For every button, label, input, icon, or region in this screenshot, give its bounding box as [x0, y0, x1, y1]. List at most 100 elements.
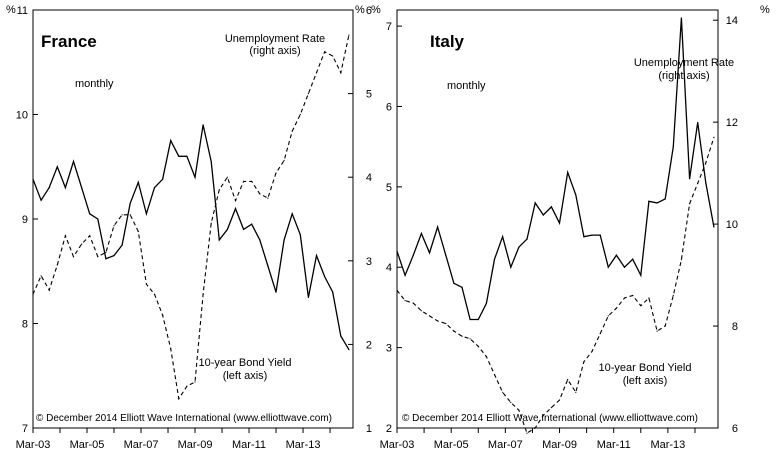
bond-yield-point [412, 254, 414, 256]
unemployment-point [40, 275, 42, 277]
bond-yield-point [680, 17, 683, 19]
bond-yield-point [32, 178, 34, 180]
unemployment-point [640, 305, 642, 307]
bond-yield-point [113, 255, 115, 257]
unemployment-point [445, 322, 447, 325]
unemployment-point [243, 180, 245, 182]
bond-yield-point [664, 198, 666, 200]
unemployment-series-label: Unemployment Rate [634, 57, 734, 69]
bond-yield-point [105, 258, 107, 260]
bond-yield-point [420, 232, 422, 235]
unemployment-point [324, 51, 326, 53]
bond-yield-point [340, 335, 342, 337]
right-axis-tick-label: 6 [732, 423, 738, 435]
unemployment-point [680, 259, 683, 261]
bond-yield-point [162, 178, 164, 180]
left-unit-label: % [371, 4, 381, 16]
bond-yield-point [259, 239, 261, 241]
unemployment-point [672, 294, 674, 297]
x-axis-tick-label: Mar-05 [70, 439, 105, 451]
unemployment-point [162, 314, 164, 316]
x-axis-tick-label: Mar-11 [597, 439, 631, 451]
bond-yield-point [453, 282, 455, 284]
unemployment-point [437, 320, 439, 322]
right-axis-tick-label: 6 [366, 5, 372, 17]
unemployment-point [218, 189, 220, 191]
bond-yield-point [615, 254, 618, 256]
right-axis-tick-label: 4 [366, 172, 372, 184]
bond-yield-point [348, 349, 350, 351]
unemployment-point [32, 293, 34, 295]
unemployment-series-label: Unemployment Rate [225, 33, 325, 45]
bond-yield-point [632, 258, 634, 260]
x-axis-tick-label: Mar-03 [16, 439, 51, 451]
unemployment-point [145, 283, 147, 285]
bond-yield-point [234, 208, 237, 210]
bond-yield-point [510, 266, 512, 268]
left-axis-tick-label: 11 [17, 5, 28, 17]
right-axis-tick-label: 14 [726, 15, 738, 27]
unemployment-point [518, 409, 520, 411]
unemployment-point [477, 345, 479, 347]
unemployment-point [137, 230, 139, 233]
unemployment-point [153, 293, 156, 295]
unemployment-point [194, 381, 196, 383]
bond-yield-point [534, 202, 536, 204]
right-axis-tick-label: 10 [726, 219, 738, 231]
unemployment-point [348, 34, 350, 36]
bond-yield-point [178, 155, 180, 157]
unemployment-point [510, 401, 512, 404]
bond-yield-point [186, 155, 188, 157]
plot-frame-italy [396, 9, 719, 429]
unemployment-point [697, 182, 699, 184]
unemployment-point [615, 307, 618, 309]
unemployment-point [315, 72, 318, 74]
unemployment-point [567, 379, 569, 381]
x-axis-tick-label: Mar-03 [380, 439, 415, 451]
unemployment-axis-note: (right axis) [658, 70, 709, 82]
unemployment-point [275, 172, 277, 174]
unemployment-point [623, 297, 626, 299]
unemployment-point [291, 130, 293, 132]
right-unit-label: % [355, 4, 365, 16]
unemployment-point [591, 350, 593, 353]
bond-yield-point [81, 187, 83, 189]
x-axis-tick-label: Mar-09 [178, 439, 213, 451]
unemployment-point [534, 427, 536, 429]
unemployment-point [259, 193, 261, 195]
unemployment-point [56, 264, 58, 266]
copyright-notice: © December 2014 Elliott Wave Internation… [402, 413, 698, 424]
unemployment-point [113, 225, 115, 227]
x-axis-tick-label: Mar-05 [434, 439, 469, 451]
unemployment-point [526, 432, 528, 434]
bond-yield-point [121, 244, 123, 246]
bond-yield-point [275, 291, 277, 293]
bond-yield-point [137, 181, 139, 183]
unemployment-point [502, 391, 504, 393]
bond-yield-point [591, 234, 593, 236]
unemployment-point [226, 176, 228, 178]
x-axis-tick-label: Mar-13 [286, 439, 321, 451]
bond-yield-point [461, 286, 463, 288]
bond-yield-point [202, 124, 204, 126]
unemployment-point [267, 197, 269, 199]
bond-yield-series-label: 10-year Bond Yield [599, 362, 692, 374]
bond-yield-point [428, 252, 431, 254]
bond-yield-point [493, 258, 496, 260]
bond-yield-point [307, 296, 309, 298]
bond-yield-point [315, 255, 318, 257]
series-bond-yield-line [32, 124, 350, 350]
bond-yield-point [713, 226, 715, 228]
bond-yield-point [243, 228, 245, 230]
bond-yield-point [226, 228, 228, 230]
unemployment-point [299, 113, 301, 116]
unemployment-point [105, 251, 107, 253]
unemployment-point [599, 333, 601, 335]
x-axis-tick-label: Mar-07 [124, 439, 159, 451]
bond-yield-point [583, 236, 585, 238]
unemployment-point [575, 391, 577, 393]
series-unemployment-line [396, 137, 715, 434]
frequency-label: monthly [75, 78, 114, 90]
unemployment-point [170, 348, 172, 350]
